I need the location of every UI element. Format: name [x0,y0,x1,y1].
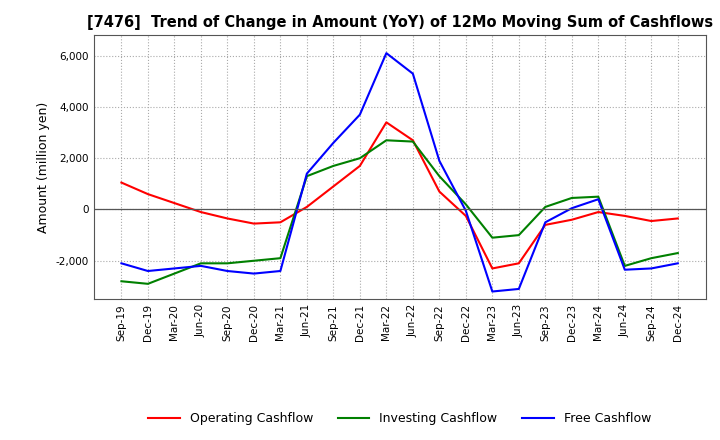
Investing Cashflow [541,204,549,209]
Operating Cashflow [143,191,152,197]
Operating Cashflow [435,189,444,194]
Operating Cashflow [515,260,523,266]
Operating Cashflow [117,180,126,185]
Line: Investing Cashflow: Investing Cashflow [122,140,678,284]
Operating Cashflow [170,201,179,206]
Operating Cashflow [673,216,682,221]
Investing Cashflow [250,258,258,264]
Operating Cashflow [276,220,284,225]
Operating Cashflow [250,221,258,226]
Free Cashflow [462,208,470,213]
Investing Cashflow [673,250,682,256]
Investing Cashflow [223,260,232,266]
Legend: Operating Cashflow, Investing Cashflow, Free Cashflow: Operating Cashflow, Investing Cashflow, … [143,407,656,430]
Investing Cashflow [594,194,603,199]
Free Cashflow [488,289,497,294]
Free Cashflow [170,266,179,271]
Investing Cashflow [143,281,152,286]
Investing Cashflow [356,156,364,161]
Free Cashflow [408,71,417,76]
Operating Cashflow [356,163,364,169]
Investing Cashflow [515,232,523,238]
Free Cashflow [197,263,205,268]
Investing Cashflow [197,260,205,266]
Line: Operating Cashflow: Operating Cashflow [122,122,678,268]
Investing Cashflow [488,235,497,240]
Investing Cashflow [382,138,391,143]
Investing Cashflow [621,263,629,268]
Operating Cashflow [382,120,391,125]
Investing Cashflow [567,195,576,201]
Investing Cashflow [302,173,311,179]
Operating Cashflow [647,218,656,224]
Operating Cashflow [488,266,497,271]
Free Cashflow [302,171,311,176]
Free Cashflow [647,266,656,271]
Operating Cashflow [329,184,338,189]
Investing Cashflow [647,256,656,261]
Free Cashflow [276,268,284,274]
Free Cashflow [250,271,258,276]
Investing Cashflow [462,202,470,207]
Investing Cashflow [435,173,444,179]
Operating Cashflow [594,209,603,215]
Operating Cashflow [462,213,470,219]
Operating Cashflow [567,217,576,222]
Free Cashflow [435,158,444,163]
Investing Cashflow [408,139,417,144]
Free Cashflow [356,112,364,117]
Y-axis label: Amount (million yen): Amount (million yen) [37,102,50,233]
Investing Cashflow [329,163,338,169]
Title: [7476]  Trend of Change in Amount (YoY) of 12Mo Moving Sum of Cashflows: [7476] Trend of Change in Amount (YoY) o… [86,15,713,30]
Investing Cashflow [276,256,284,261]
Free Cashflow [594,197,603,202]
Operating Cashflow [302,204,311,209]
Free Cashflow [329,140,338,146]
Free Cashflow [673,260,682,266]
Free Cashflow [382,51,391,56]
Free Cashflow [117,260,126,266]
Free Cashflow [567,205,576,211]
Investing Cashflow [117,279,126,284]
Investing Cashflow [170,271,179,276]
Free Cashflow [621,267,629,272]
Free Cashflow [143,268,152,274]
Free Cashflow [541,220,549,225]
Free Cashflow [515,286,523,292]
Operating Cashflow [408,138,417,143]
Operating Cashflow [621,213,629,219]
Free Cashflow [223,268,232,274]
Operating Cashflow [197,209,205,215]
Line: Free Cashflow: Free Cashflow [122,53,678,292]
Operating Cashflow [223,216,232,221]
Operating Cashflow [541,222,549,227]
